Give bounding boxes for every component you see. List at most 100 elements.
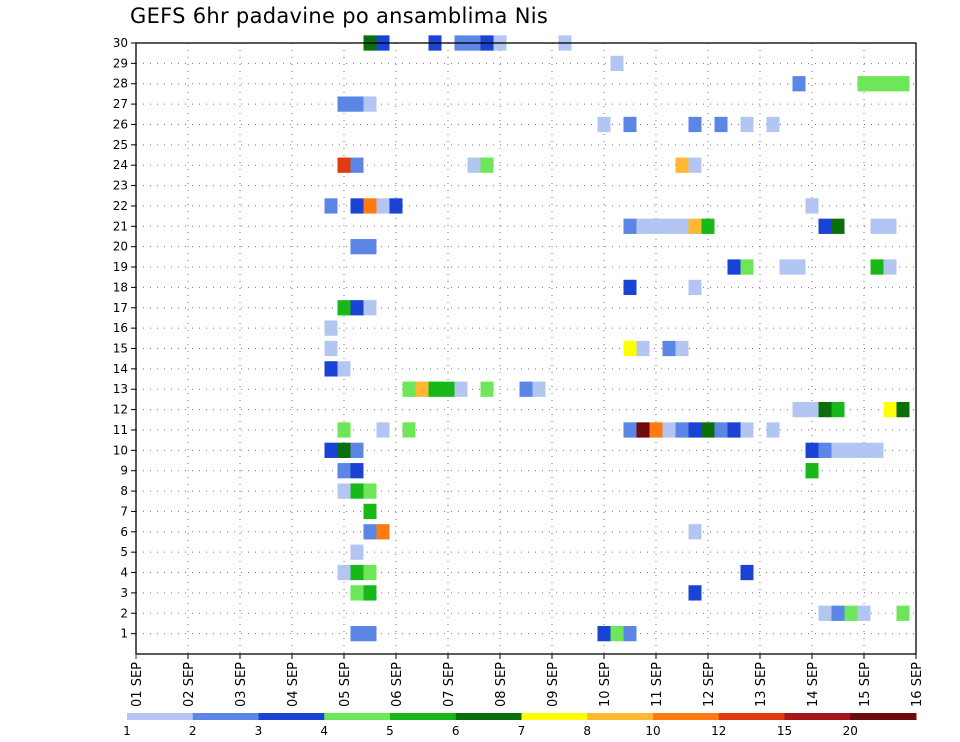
heatmap-cell [740,422,754,438]
y-tick-label: 10 [113,443,128,457]
heatmap-cell [597,116,611,133]
heatmap-cell [883,76,897,92]
y-tick-label: 18 [113,280,128,294]
heatmap-cell [480,157,494,173]
colorbar-label: 2 [189,724,197,738]
heatmap-cell [831,218,845,234]
heatmap-cell [454,381,468,397]
x-tick-label: 01 SEP [130,662,145,707]
heatmap-cell [337,442,351,458]
colorbar-swatch [390,713,457,720]
heatmap-cell [389,198,403,214]
heatmap-cell [623,340,637,357]
heatmap-cell [415,381,429,397]
heatmap-cell [805,463,819,479]
heatmap-cell [480,381,494,397]
x-tick-label: 09 SEP [546,662,561,707]
y-tick-label: 24 [113,158,128,172]
heatmap-cell [675,422,689,438]
heatmap-cell [623,116,637,133]
heatmap-cell [337,483,351,499]
heatmap-cell [714,422,728,438]
chart-title: GEFS 6hr padavine po ansamblima Nis [130,4,549,28]
colorbar-label: 3 [255,724,263,738]
x-tick-label: 03 SEP [234,662,249,707]
heatmap-cell [363,503,377,520]
heatmap-cell [350,564,364,581]
heatmap-cell [688,116,702,133]
heatmap-cell [350,198,364,214]
heatmap-cell [337,564,351,581]
y-tick-label: 11 [113,423,128,437]
x-tick-label: 15 SEP [858,662,873,707]
heatmap-cell [363,585,377,601]
x-tick-label: 06 SEP [390,662,405,707]
x-tick-label: 11 SEP [650,662,665,707]
colorbar-label: 7 [518,724,526,738]
heatmap-cell [649,422,663,438]
heatmap-cell [675,157,689,173]
heatmap-cell [844,605,858,621]
colorbar-swatch [324,713,391,720]
y-tick-label: 26 [113,117,128,131]
heatmap-cell [688,524,702,540]
colorbar-label: 20 [843,724,858,738]
x-tick-label: 02 SEP [182,662,197,707]
heatmap-cell [896,76,910,92]
heatmap-cell [350,96,364,112]
heatmap-cell [740,564,754,581]
heatmap-cell [324,198,338,214]
heatmap-cell [792,259,806,275]
colorbar-swatch [127,713,194,720]
heatmap-cell [779,259,793,275]
heatmap-cell [337,157,351,173]
y-tick-label: 7 [120,504,128,518]
heatmap-cell [688,157,702,173]
y-tick-label: 19 [113,260,128,274]
colorbar-swatch [718,713,785,720]
heatmap-cell [350,157,364,173]
y-tick-label: 3 [120,586,128,600]
y-tick-label: 27 [113,97,128,111]
x-tick-label: 16 SEP [910,662,925,707]
heatmap-cell [766,116,780,133]
x-tick-label: 13 SEP [754,662,769,707]
y-tick-label: 2 [120,606,128,620]
y-tick-label: 23 [113,179,128,193]
y-tick-label: 28 [113,77,128,91]
y-tick-label: 9 [120,464,128,478]
heatmap-cell [363,239,377,255]
heatmap-cell [896,605,910,621]
colorbar-label: 8 [583,724,591,738]
colorbar-label: 6 [452,724,460,738]
heatmap-cell [519,381,533,397]
y-tick-label: 4 [120,566,128,580]
colorbar-swatch [521,713,588,720]
heatmap-cell [688,279,702,296]
heatmap-cell [714,116,728,133]
heatmap-cell [675,218,689,234]
heatmap-cell [350,483,364,499]
heatmap-cell [675,340,689,357]
colorbar-label: 12 [711,724,726,738]
y-tick-label: 29 [113,56,128,70]
heatmap-cell [467,157,481,173]
heatmap-cell [805,198,819,214]
y-tick-label: 6 [120,525,128,539]
heatmap-cell [610,55,624,72]
heatmap-cell [610,625,624,642]
heatmap-cell [857,76,871,92]
y-tick-label: 20 [113,240,128,254]
colorbar-label: 4 [320,724,328,738]
colorbar-label: 5 [386,724,394,738]
heatmap-cell [363,483,377,499]
colorbar-swatch [850,713,917,720]
heatmap-cell [350,300,364,316]
heatmap-cell [883,401,897,418]
heatmap-cell [662,340,676,357]
heatmap-cell [727,259,741,275]
heatmap-cell [324,320,338,336]
x-tick-label: 05 SEP [338,662,353,707]
heatmap-cell [402,422,416,438]
